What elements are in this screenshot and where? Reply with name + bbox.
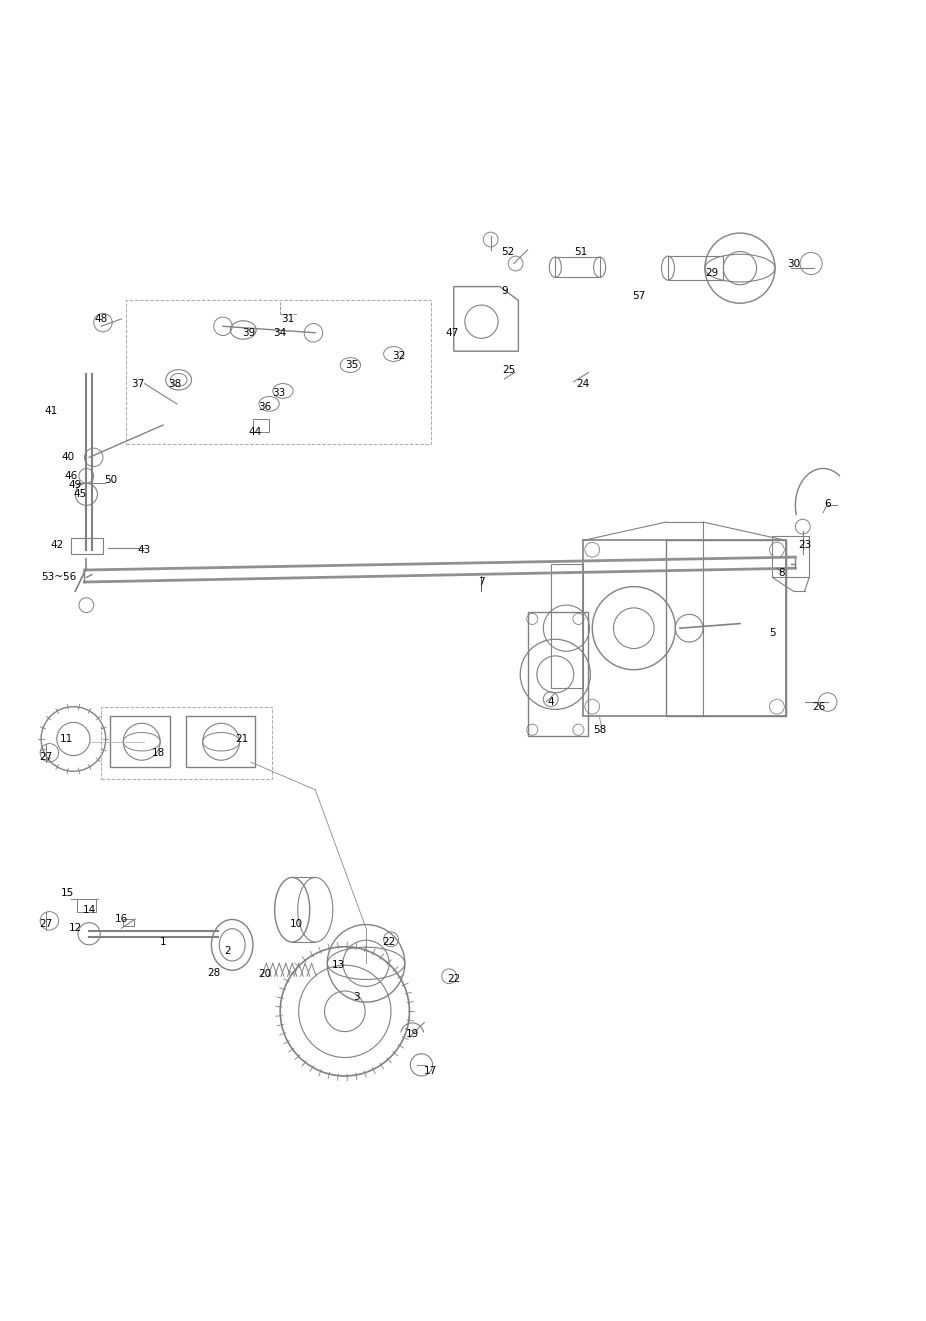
Text: 23: 23	[798, 540, 811, 550]
Text: 51: 51	[574, 247, 588, 258]
Text: 4: 4	[547, 697, 554, 707]
Text: 43: 43	[138, 544, 151, 555]
Bar	[77, 898, 95, 911]
Text: 40: 40	[61, 452, 74, 462]
Bar	[551, 564, 583, 688]
Text: 58: 58	[593, 725, 607, 734]
Text: 33: 33	[271, 388, 285, 398]
Bar	[186, 716, 256, 766]
Bar	[123, 919, 134, 926]
Text: 27: 27	[39, 918, 53, 929]
Text: 53~56: 53~56	[41, 572, 76, 583]
Text: 39: 39	[243, 328, 256, 338]
Text: 17: 17	[424, 1066, 437, 1077]
Text: 14: 14	[82, 905, 95, 914]
Text: 52: 52	[501, 247, 514, 258]
Text: 42: 42	[50, 540, 63, 550]
Text: 19: 19	[406, 1029, 419, 1040]
Text: 29: 29	[706, 268, 719, 277]
Text: 1: 1	[159, 937, 167, 947]
Text: 35: 35	[345, 361, 359, 370]
Text: 13: 13	[332, 960, 345, 970]
Text: 26: 26	[812, 701, 825, 712]
Text: 21: 21	[235, 734, 248, 744]
Text: 45: 45	[73, 489, 86, 499]
Text: 12: 12	[69, 923, 81, 933]
Text: 27: 27	[39, 753, 53, 762]
Text: 46: 46	[64, 470, 77, 481]
Bar	[126, 300, 431, 444]
Bar	[253, 419, 269, 432]
Text: 6: 6	[824, 498, 831, 509]
Text: 57: 57	[632, 291, 645, 301]
Text: 22: 22	[382, 937, 395, 947]
Text: 49: 49	[69, 480, 81, 490]
Text: 15: 15	[61, 888, 74, 898]
Bar	[556, 258, 600, 277]
Text: 22: 22	[447, 974, 460, 984]
Bar	[666, 540, 786, 716]
Text: 31: 31	[281, 314, 294, 324]
Text: 32: 32	[392, 351, 405, 361]
Text: 2: 2	[224, 946, 231, 956]
Text: 28: 28	[207, 967, 220, 978]
Bar	[772, 536, 809, 577]
Text: 36: 36	[257, 402, 271, 412]
Text: 25: 25	[503, 365, 516, 375]
Text: 38: 38	[169, 379, 181, 388]
Bar	[101, 707, 272, 778]
Text: 24: 24	[576, 379, 590, 388]
Text: 48: 48	[94, 314, 107, 324]
Text: 5: 5	[769, 627, 776, 638]
Text: 16: 16	[115, 914, 128, 923]
Text: 3: 3	[354, 992, 360, 1003]
Text: 10: 10	[290, 918, 304, 929]
Text: 34: 34	[273, 328, 287, 338]
Text: 20: 20	[258, 970, 271, 979]
Text: 50: 50	[104, 476, 117, 486]
Text: 9: 9	[501, 287, 507, 296]
Bar	[583, 540, 786, 716]
Text: 37: 37	[131, 379, 144, 388]
Text: 11: 11	[59, 734, 72, 744]
Bar	[668, 256, 723, 280]
Text: 7: 7	[478, 577, 485, 587]
Text: 41: 41	[44, 407, 57, 416]
Text: 47: 47	[445, 328, 458, 338]
Bar	[70, 538, 103, 555]
Text: 44: 44	[249, 427, 262, 436]
Text: 18: 18	[152, 748, 165, 758]
Bar	[528, 612, 588, 736]
Bar	[110, 716, 170, 766]
Text: 30: 30	[787, 259, 800, 268]
Text: 8: 8	[778, 568, 785, 577]
